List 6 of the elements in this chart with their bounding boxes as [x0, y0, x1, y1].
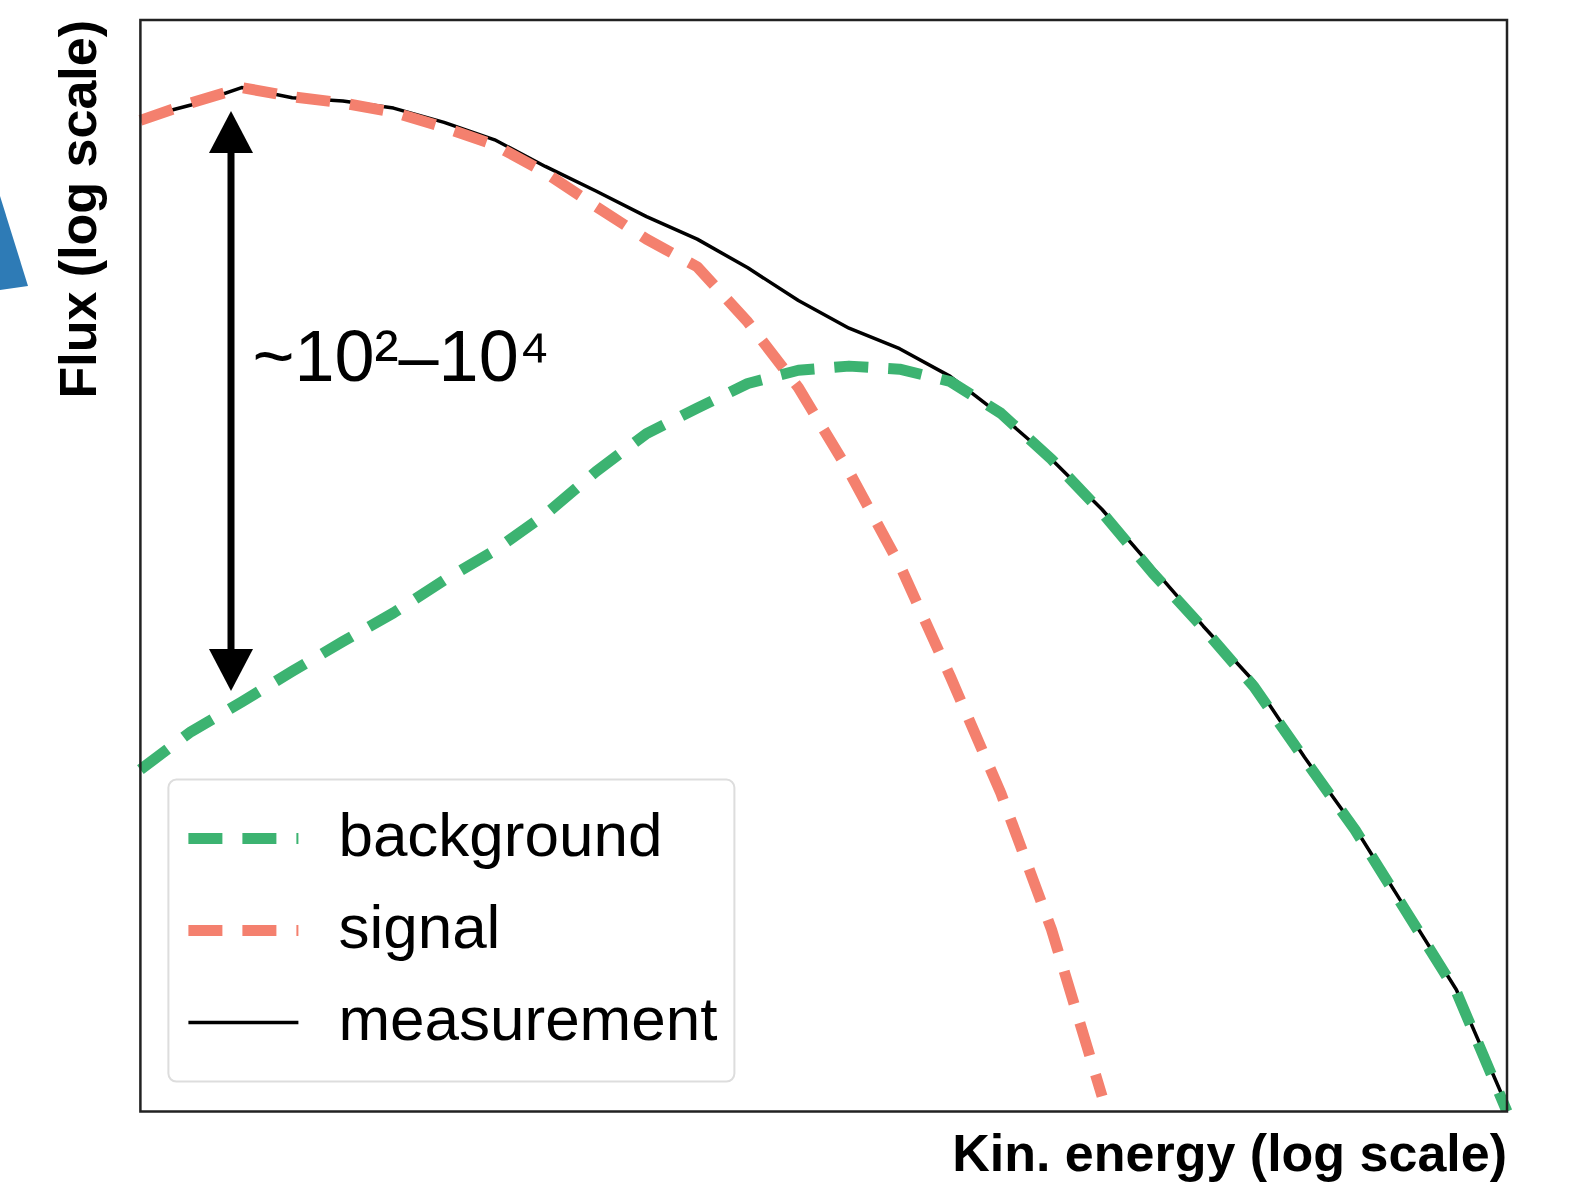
- legend-label: measurement: [338, 983, 718, 1053]
- legend-label: signal: [338, 891, 501, 961]
- y-axis-title: Flux (log scale): [48, 20, 107, 399]
- x-axis-title: Kin. energy (log scale): [952, 1124, 1507, 1183]
- legend-label: background: [338, 799, 663, 869]
- annotation: ~10²–10⁴: [252, 315, 550, 396]
